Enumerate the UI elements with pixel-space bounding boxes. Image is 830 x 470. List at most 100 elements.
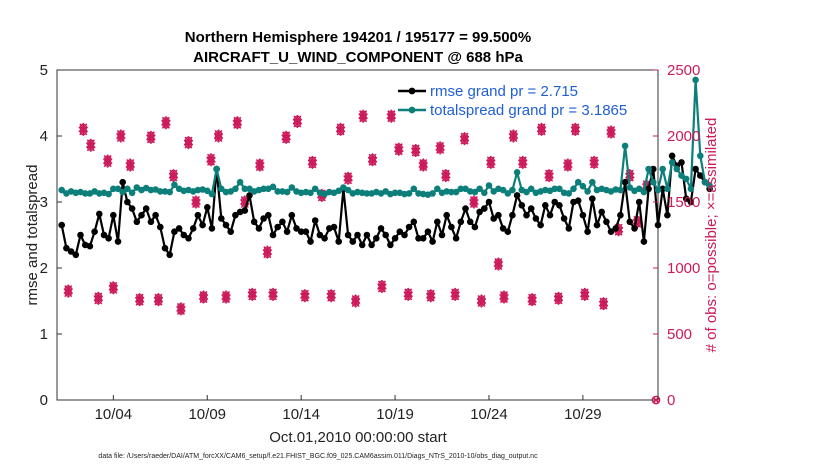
rmse-point-32 (208, 225, 216, 232)
rmse-point-3 (72, 251, 80, 259)
obs-marker-9-assimilated (146, 134, 156, 144)
rmse-point-9 (100, 231, 108, 239)
rmse-point-114 (593, 221, 601, 229)
obs-cross (563, 162, 573, 172)
rmse-point-74 (405, 223, 413, 231)
rmse-point-121 (626, 218, 634, 226)
obs-cross (191, 199, 201, 209)
obs-marker-58-assimilated (553, 295, 563, 305)
obs-marker-44-assimilated (435, 145, 445, 155)
totalspread-point-14 (124, 185, 131, 193)
obs-marker-25-assimilated (268, 291, 278, 301)
obs-cross (268, 291, 278, 301)
obs-cross (153, 297, 163, 307)
series-lines (58, 76, 713, 259)
rmse-point-77 (419, 235, 427, 242)
y-tick-label-1: 1 (40, 326, 48, 343)
totalspread-point-0 (58, 186, 65, 194)
rmse-point-27 (185, 235, 192, 242)
totalspread-point-54 (311, 185, 319, 193)
obs-cross (336, 126, 346, 136)
totalspread-point-108 (565, 190, 573, 197)
obs-cross (168, 173, 178, 183)
rmse-point-102 (537, 221, 544, 229)
rmse-point-130 (668, 152, 676, 160)
obs-marker-35-assimilated (358, 113, 368, 123)
rmse-point-87 (466, 218, 474, 226)
totalspread-point-45 (269, 183, 277, 191)
obs-cross (135, 297, 145, 307)
obs-cross (394, 146, 404, 156)
obs-marker-41-assimilated (411, 148, 421, 158)
rmse-point-46 (274, 223, 282, 231)
obs-cross (441, 173, 451, 183)
rmse-point-61 (344, 231, 352, 239)
rmse-point-134 (687, 198, 695, 206)
obs-cross (632, 219, 642, 229)
chart-title-line2: AIRCRAFT_U_WIND_COMPONENT @ 688 hPa (193, 49, 523, 66)
rmse-point-52 (302, 228, 310, 235)
obs-marker-31-assimilated (326, 293, 336, 303)
y-tick-label-5: 5 (40, 62, 48, 79)
rmse-point-135 (692, 165, 699, 173)
obs-marker-45-assimilated (441, 173, 451, 183)
totalspread-point-121 (626, 184, 634, 191)
rmse-point-59 (335, 238, 343, 245)
rmse-point-107 (560, 215, 568, 222)
obs-marker-39-assimilated (394, 146, 404, 156)
obs-cross (317, 192, 327, 202)
totalspread-point-46 (274, 188, 282, 195)
obs-cross (351, 298, 361, 308)
rmse-point-126 (650, 165, 657, 173)
obs-cross (544, 173, 554, 183)
totalspread-point-84 (452, 188, 460, 196)
obs-cross (368, 157, 378, 167)
y2-tick-label-4: 2000 (667, 128, 700, 145)
obs-marker-23-assimilated (255, 162, 265, 172)
obs-marker-62-assimilated (589, 159, 599, 169)
x-tick-label-3: 10/19 (376, 406, 414, 423)
totalspread-point-33 (213, 165, 220, 173)
totalspread-point-32 (208, 190, 216, 198)
obs-marker-42-assimilated (418, 162, 428, 172)
obs-marker-52-assimilated (499, 294, 509, 304)
totalspread-point-61 (344, 186, 352, 194)
rmse-point-71 (391, 235, 399, 242)
obs-cross (499, 294, 509, 304)
obs-cross (460, 136, 470, 146)
rmse-point-94 (499, 225, 507, 232)
obs-cross (411, 148, 421, 158)
obs-marker-5-assimilated (108, 285, 118, 295)
obs-marker-6-assimilated (116, 133, 126, 143)
obs-marker-18-assimilated (214, 133, 224, 143)
obs-marker-2-assimilated (86, 142, 96, 152)
x-tick-label-5: 10/29 (564, 406, 602, 423)
rmse-point-96 (509, 211, 516, 219)
rmse-point-88 (471, 223, 479, 231)
obs-cross (589, 159, 599, 169)
obs-cross (580, 291, 590, 301)
rmse-point-47 (279, 218, 286, 226)
totalspread-point-138 (706, 182, 713, 189)
rmse-point-56 (321, 235, 328, 242)
obs-marker-13-assimilated (176, 306, 186, 316)
rmse-point-58 (330, 223, 338, 231)
obs-marker-16-assimilated (198, 294, 208, 304)
rmse-point-79 (429, 238, 436, 245)
rmse-point-2 (67, 248, 75, 255)
totalspread-point-120 (621, 142, 629, 150)
rmse-point-106 (556, 202, 563, 209)
obs-cross (281, 134, 291, 144)
totalspread-point-49 (288, 184, 296, 191)
obs-count-markers (63, 109, 661, 405)
rmse-point-83 (448, 223, 455, 231)
rmse-point-73 (401, 231, 408, 239)
rmse-point-99 (523, 211, 530, 219)
obs-marker-49-assimilated (476, 298, 486, 308)
rmse-point-19 (147, 218, 155, 226)
obs-cross (625, 173, 635, 183)
obs-marker-50-assimilated (486, 159, 496, 169)
obs-marker-12-assimilated (168, 173, 178, 183)
rmse-point-7 (91, 228, 98, 235)
obs-marker-37-assimilated (377, 283, 387, 293)
